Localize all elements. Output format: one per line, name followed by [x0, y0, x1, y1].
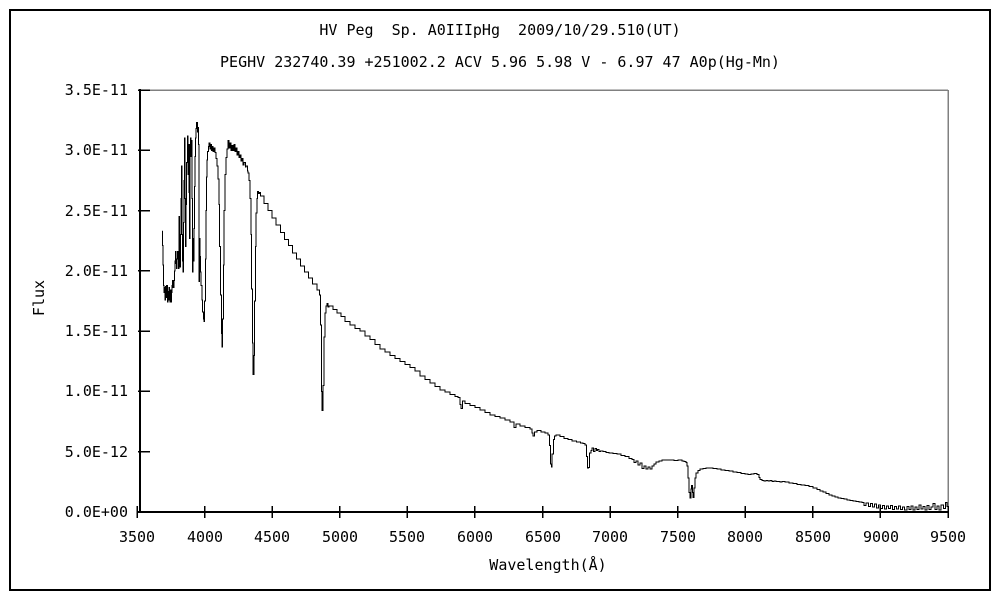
x-tick-label: 6000 — [457, 528, 493, 546]
x-axis-ticks — [136, 506, 949, 518]
x-tick-label: 9500 — [930, 528, 966, 546]
chart-subtitle: PEGHV 232740.39 +251002.2 ACV 5.96 5.98 … — [220, 53, 780, 71]
x-tick-label: 8500 — [795, 528, 831, 546]
x-tick-label: 4500 — [254, 528, 290, 546]
y-tick-label: 1.5E-11 — [65, 322, 128, 340]
x-tick-label: 6500 — [525, 528, 561, 546]
x-tick-label: 5000 — [322, 528, 358, 546]
y-tick-label: 2.0E-11 — [65, 262, 128, 280]
y-axis-title: Flux — [30, 280, 48, 316]
x-tick-label: 7500 — [660, 528, 696, 546]
y-axis-ticks — [138, 89, 150, 513]
x-tick-label: 4000 — [187, 528, 223, 546]
spectrum-line — [162, 122, 948, 511]
y-tick-label: 5.0E-12 — [65, 443, 128, 461]
x-tick-label: 8000 — [727, 528, 763, 546]
x-tick-label: 7000 — [592, 528, 628, 546]
y-tick-label: 2.5E-11 — [65, 202, 128, 220]
x-tick-label: 5500 — [389, 528, 425, 546]
y-tick-label: 1.0E-11 — [65, 382, 128, 400]
x-tick-label: 9000 — [863, 528, 899, 546]
x-axis-title: Wavelength(Å) — [489, 555, 606, 574]
y-tick-label: 3.0E-11 — [65, 141, 128, 159]
y-tick-label: 0.0E+00 — [65, 503, 128, 521]
x-tick-label: 3500 — [119, 528, 155, 546]
chart-title: HV Peg Sp. A0IIIpHg 2009/10/29.510(UT) — [319, 21, 681, 39]
y-tick-label: 3.5E-11 — [65, 81, 128, 99]
